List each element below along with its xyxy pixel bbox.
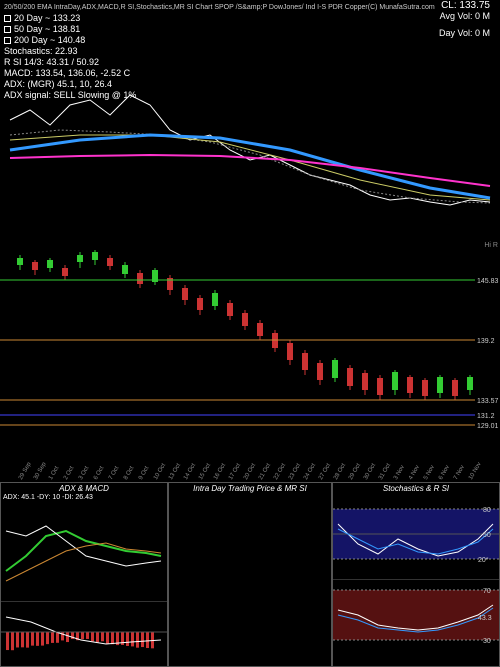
svg-text:30: 30 [483, 638, 491, 645]
day-vol: Day Vol: 0 M [439, 28, 490, 39]
chart-container: 20/50/200 EMA IntraDay,ADX,MACD,R SI,Sto… [0, 0, 500, 660]
ema50-legend: 50 Day ~ 138.81 [4, 24, 496, 35]
stoch-rsi-panel: Stochastics & R SI 80 50 20* 70 43.3 [332, 482, 500, 667]
date-axis: 29 Sep30 Sep1 Oct2 Oct3 Oct6 Oct7 Oct8 O… [0, 470, 500, 482]
svg-text:70: 70 [483, 588, 491, 595]
candle-svg: 145.83 139.2 133.57 131.2 129.01 [0, 240, 500, 440]
close-price: CL: 133.75 [439, 0, 490, 11]
ema200-legend: 200 Day ~ 140.48 [4, 35, 496, 46]
hi-r-label: Hi R [484, 242, 498, 249]
adx-panel-title: ADX & MACD [1, 483, 167, 494]
svg-text:145.83: 145.83 [477, 278, 499, 285]
rsi-legend: R SI 14/3: 43.31 / 50.92 [4, 57, 496, 68]
svg-text:139.2: 139.2 [477, 338, 495, 345]
svg-text:43.3: 43.3 [478, 615, 492, 622]
svg-text:80: 80 [483, 507, 491, 514]
bottom-panels: ADX & MACD ADX: 45.1 -DY: 10 -DI: 26.43 … [0, 482, 500, 667]
avg-vol: Avg Vol: 0 M [439, 11, 490, 22]
stoch-panel-title: Stochastics & R SI [333, 483, 499, 494]
macd-legend: MACD: 133.54, 136.06, -2.52 C [4, 68, 496, 79]
intra-panel-title: Intra Day Trading Price & MR SI [169, 483, 331, 494]
ema-chart [0, 80, 500, 240]
intraday-panel: Intra Day Trading Price & MR SI [168, 482, 332, 667]
adx-macd-panel: ADX & MACD ADX: 45.1 -DY: 10 -DI: 26.43 [0, 482, 168, 667]
ema20-legend: 20 Day ~ 133.23 [4, 13, 496, 24]
ema-svg [0, 80, 500, 240]
chart-header: 20/50/200 EMA IntraDay,ADX,MACD,R SI,Sto… [0, 0, 500, 80]
svg-text:20*: 20* [478, 557, 489, 564]
adx-svg [1, 501, 167, 601]
svg-text:50: 50 [483, 532, 491, 539]
title-line: 20/50/200 EMA IntraDay,ADX,MACD,R SI,Sto… [4, 2, 496, 13]
svg-text:131.2: 131.2 [477, 413, 495, 420]
rsi-svg: 70 43.3 30 [333, 579, 499, 659]
svg-text:129.01: 129.01 [477, 423, 499, 430]
candle-chart: 145.83 139.2 133.57 131.2 129.01 Hi R [0, 240, 500, 470]
svg-text:133.57: 133.57 [477, 398, 499, 405]
adx-values: ADX: 45.1 -DY: 10 -DI: 26.43 [1, 494, 167, 501]
macd-svg [1, 601, 167, 661]
stoch-legend: Stochastics: 22.93 [4, 46, 496, 57]
stoch-svg: 80 50 20* [333, 494, 499, 579]
